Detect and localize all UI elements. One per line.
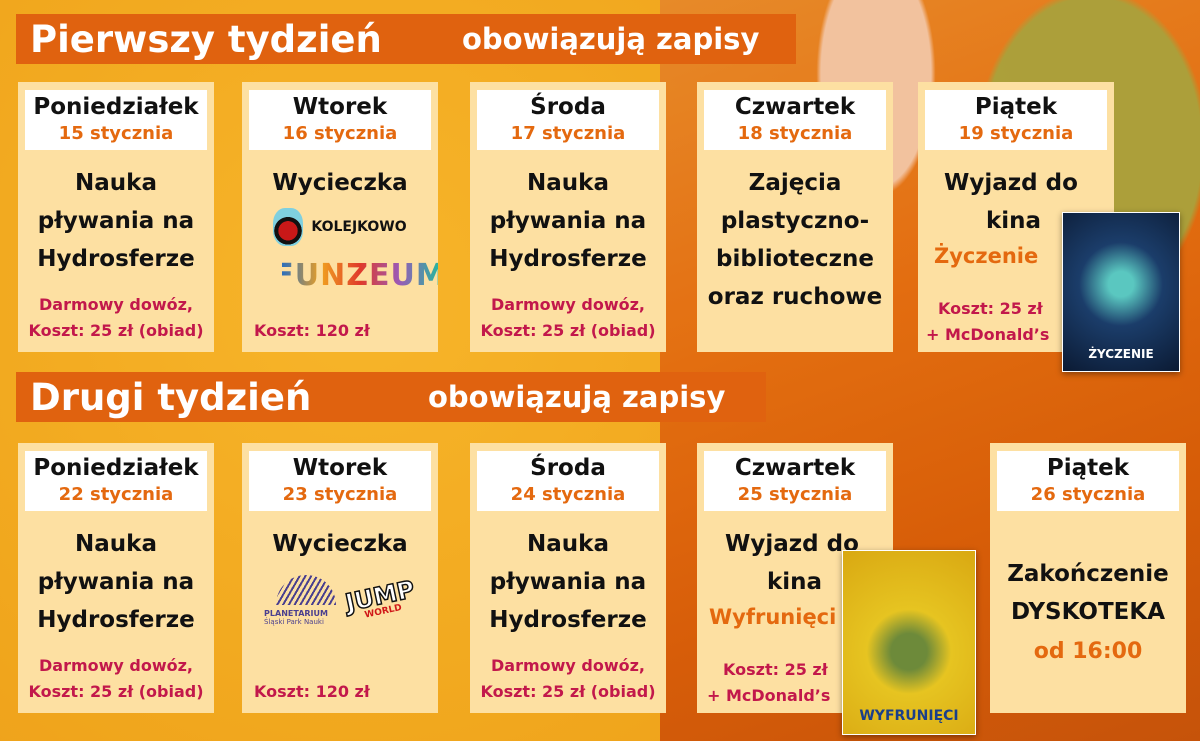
day-card: Wtorek 23 stycznia Wycieczka PLANETARIUM … (242, 443, 438, 713)
week2-banner: Drugi tydzień obowiązują zapisy (16, 372, 766, 422)
week1-banner: Pierwszy tydzień obowiązują zapisy (16, 14, 796, 64)
cost-info: Darmowy dowóz, Koszt: 25 zł (obiad) (28, 295, 204, 340)
film-title: Życzenie (934, 244, 1039, 268)
day-card: Środa 24 stycznia Nauka pływania na Hydrosf… (470, 443, 666, 713)
movie-poster-zyczenie: ŻYCZENIE (1062, 212, 1180, 372)
day-name: Poniedziałek (33, 94, 199, 120)
cost-info: Koszt: 25 zł + McDonald’s (926, 299, 1050, 344)
day-name: Wtorek (292, 94, 388, 120)
day-name: Poniedziałek (33, 455, 199, 481)
week2-note: obowiązują zapisy (428, 380, 726, 414)
day-name: Wtorek (292, 455, 388, 481)
cost-info: Koszt: 120 zł (254, 682, 370, 701)
activity: Zakończenie DYSKOTEKA (1007, 561, 1169, 625)
day-date: 18 stycznia (737, 123, 853, 144)
activity: Nauka pływania na Hydrosferze (489, 170, 647, 272)
film-title: Wyfrunięci (709, 605, 837, 629)
week1-note: obowiązują zapisy (462, 22, 760, 56)
activity: Zajęcia plastyczno-biblioteczne oraz rucho… (707, 170, 883, 310)
activity: Wycieczka (272, 531, 408, 557)
day-date: 25 stycznia (737, 484, 853, 505)
jump-world-logo: JUMP WORLD (342, 574, 418, 621)
day-name: Środa (530, 94, 606, 120)
week2-title: Drugi tydzień (30, 375, 312, 419)
train-icon (273, 208, 304, 246)
day-card: Czwartek 18 stycznia Zajęcia plastyczno-bi… (697, 82, 893, 352)
activity: Nauka pływania na Hydrosferze (37, 531, 195, 633)
day-card: Wtorek 16 stycznia Wycieczka KOLEJKOWO FU… (242, 82, 447, 352)
activity: Nauka pływania na Hydrosferze (37, 170, 195, 272)
day-name: Środa (530, 455, 606, 481)
planetarium-logo: PLANETARIUM Śląski Park Nauki (264, 575, 337, 626)
day-name: Czwartek (734, 94, 856, 120)
day-date: 16 stycznia (282, 123, 398, 144)
activity: Wyjazd do kina (725, 531, 859, 595)
activity: Wyjazd do kina (944, 170, 1078, 234)
planetarium-icon (276, 575, 337, 605)
day-name: Piątek (1046, 455, 1130, 481)
cost-info: Darmowy dowóz, Koszt: 25 zł (obiad) (480, 295, 656, 340)
funzeum-logo: FUNZEUM (273, 258, 447, 293)
cost-info: Darmowy dowóz, Koszt: 25 zł (obiad) (28, 656, 204, 701)
event-time: od 16:00 (1033, 639, 1143, 664)
activity: Nauka pływania na Hydrosferze (489, 531, 647, 633)
day-name: Piątek (974, 94, 1058, 120)
day-card: Piątek 26 stycznia Zakończenie DYSKOTEKA o… (990, 443, 1186, 713)
day-card: Środa 17 stycznia Nauka pływania na Hydrosf… (470, 82, 666, 352)
day-date: 26 stycznia (1030, 484, 1146, 505)
day-date: 24 stycznia (510, 484, 626, 505)
day-date: 22 stycznia (58, 484, 174, 505)
cost-info: Darmowy dowóz, Koszt: 25 zł (obiad) (480, 656, 656, 701)
day-date: 23 stycznia (282, 484, 398, 505)
kolejkowo-logo: KOLEJKOWO (242, 208, 438, 246)
cost-info: Koszt: 120 zł (254, 321, 370, 340)
day-name: Czwartek (734, 455, 856, 481)
movie-poster-wyfrunieci: WYFRUNIĘCI (842, 550, 976, 735)
activity: Wycieczka (272, 170, 408, 196)
day-card: Poniedziałek 15 stycznia Nauka pływania na… (18, 82, 214, 352)
day-date: 19 stycznia (958, 123, 1074, 144)
day-date: 17 stycznia (510, 123, 626, 144)
week1-title: Pierwszy tydzień (30, 17, 382, 61)
day-card: Poniedziałek 22 stycznia Nauka pływania na… (18, 443, 214, 713)
day-date: 15 stycznia (58, 123, 174, 144)
cost-info: Koszt: 25 zł + McDonald’s (707, 660, 831, 705)
